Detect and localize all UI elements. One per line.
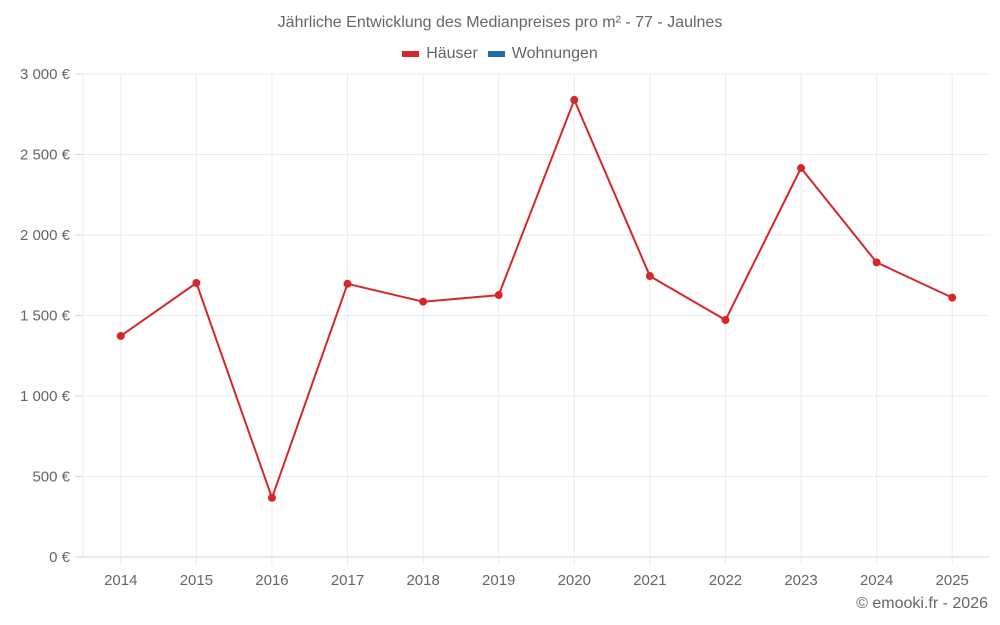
x-axis-label: 2015 [180, 572, 213, 589]
legend-label-wohnungen: Wohnungen [511, 45, 598, 62]
y-axis-label: 3 000 € [20, 66, 71, 83]
y-axis-label: 1 000 € [20, 388, 71, 405]
x-axis-label: 2020 [558, 572, 591, 589]
x-axis-label: 2024 [860, 572, 893, 589]
data-point[interactable] [797, 164, 806, 173]
x-axis-label: 2019 [482, 572, 515, 589]
data-point[interactable] [192, 278, 201, 287]
x-axis-label: 2023 [784, 572, 817, 589]
data-point[interactable] [570, 95, 579, 104]
data-point[interactable] [494, 291, 503, 300]
data-point[interactable] [116, 331, 125, 340]
chart-legend: Häuser Wohnungen [0, 45, 1000, 63]
data-point[interactable] [948, 293, 957, 302]
x-axis-label: 2014 [104, 572, 137, 589]
y-axis-label: 1 500 € [20, 308, 71, 325]
legend-swatch-red [402, 51, 420, 57]
data-point[interactable] [872, 258, 881, 267]
series-line-haeuser [120, 98, 953, 499]
x-axis-label: 2016 [255, 572, 288, 589]
copyright-credit: © emooki.fr - 2026 [856, 595, 988, 612]
x-axis-label: 2021 [633, 572, 666, 589]
legend-swatch-blue [487, 51, 505, 57]
y-axis-label: 2 500 € [20, 147, 71, 164]
y-axis-label: 0 € [49, 549, 71, 566]
x-axis-label: 2025 [936, 572, 969, 589]
y-axis-label: 2 000 € [20, 227, 71, 244]
data-point[interactable] [721, 316, 730, 325]
data-point[interactable] [419, 297, 428, 306]
data-point[interactable] [343, 279, 352, 288]
y-axis-label: 500 € [32, 469, 70, 486]
data-point[interactable] [645, 272, 654, 281]
x-axis-label: 2022 [709, 572, 742, 589]
legend-label-haeuser: Häuser [426, 45, 478, 62]
data-point[interactable] [267, 493, 276, 502]
x-axis-label: 2018 [406, 572, 439, 589]
legend-item-wohnungen[interactable]: Wohnungen [487, 45, 598, 63]
legend-item-haeuser[interactable]: Häuser [402, 45, 478, 63]
chart-title: Jährliche Entwicklung des Medianpreises … [277, 14, 723, 31]
x-axis-label: 2017 [331, 572, 364, 589]
